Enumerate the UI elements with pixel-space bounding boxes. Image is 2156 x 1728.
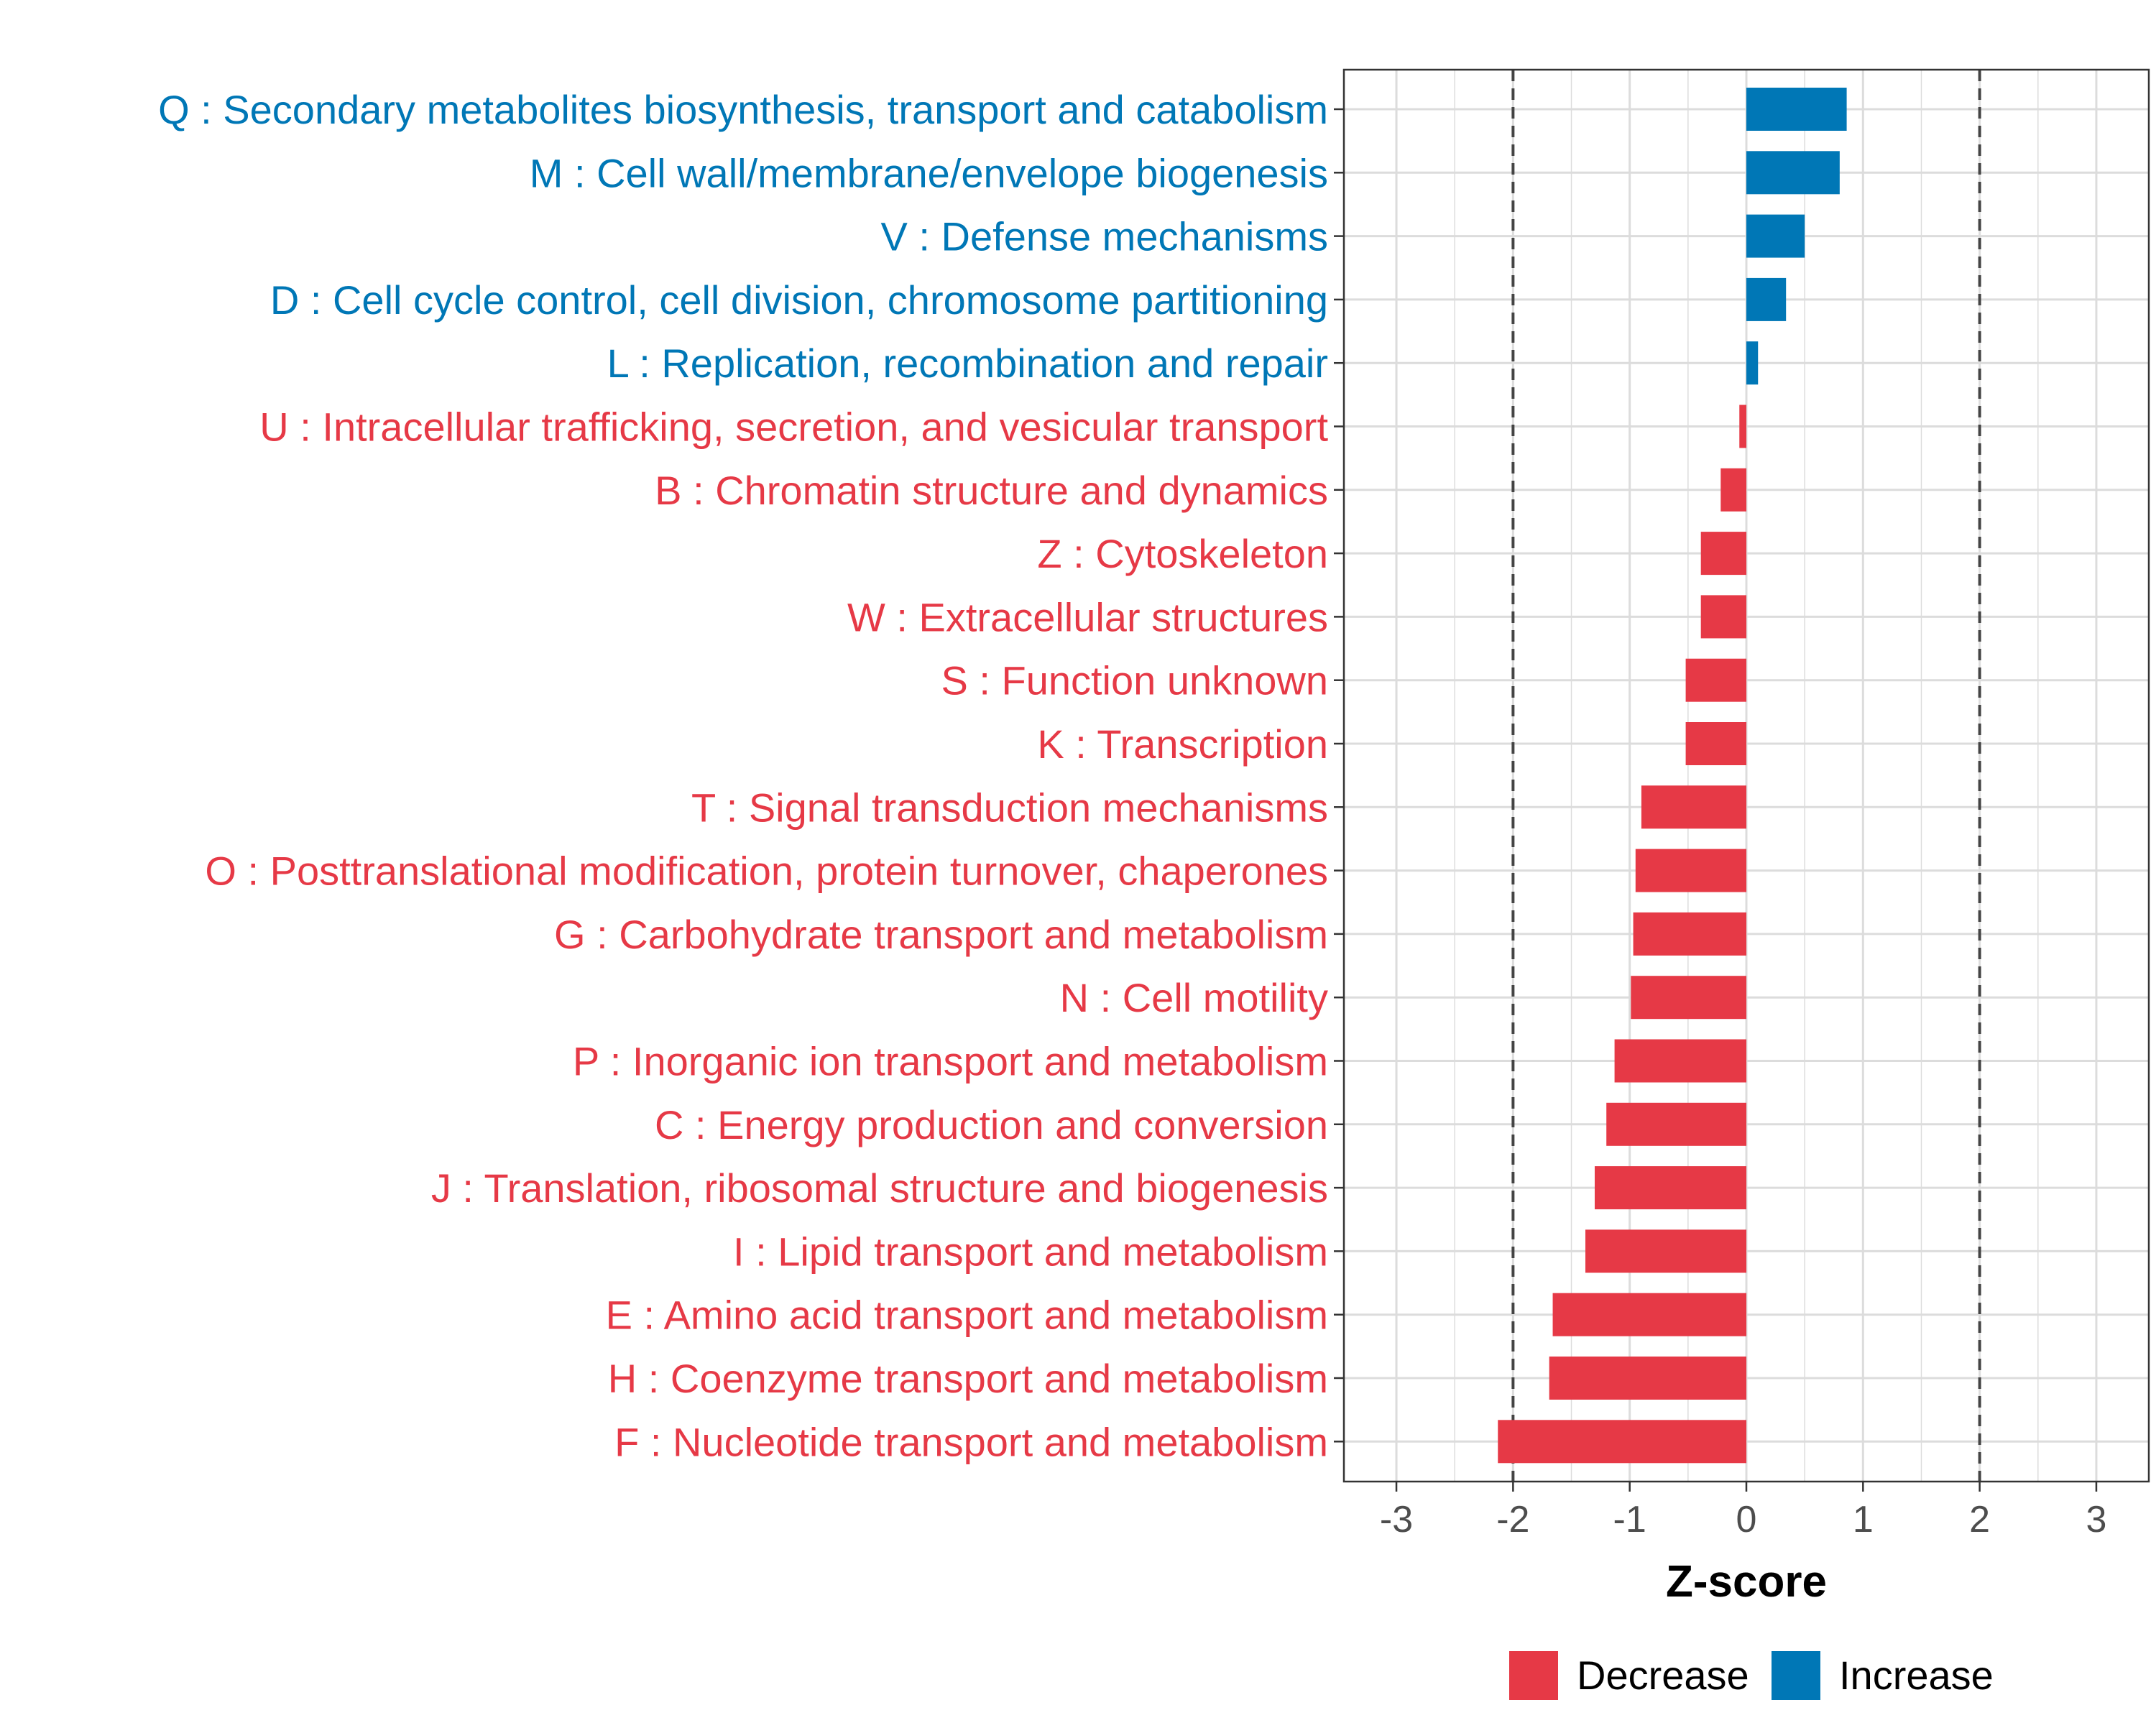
reference-lines xyxy=(1511,70,1981,1482)
category-label: Q : Secondary metabolites biosynthesis, … xyxy=(158,87,1328,132)
x-tick-label: -2 xyxy=(1496,1499,1529,1540)
bar xyxy=(1585,1229,1746,1273)
bar xyxy=(1746,277,1787,321)
bar xyxy=(1549,1357,1746,1400)
bar xyxy=(1739,405,1746,448)
bar xyxy=(1700,532,1746,576)
x-tick-label: 3 xyxy=(2086,1499,2106,1540)
bar xyxy=(1641,785,1746,829)
legend-item-increase: Increase xyxy=(1772,1651,1994,1700)
category-label: U : Intracellular trafficking, secretion… xyxy=(259,405,1328,450)
category-label: B : Chromatin structure and dynamics xyxy=(655,468,1328,513)
bar xyxy=(1700,595,1746,639)
category-label: C : Energy production and conversion xyxy=(655,1102,1328,1147)
bar xyxy=(1606,1102,1746,1146)
legend: Decrease Increase xyxy=(1509,1651,1994,1700)
bar xyxy=(1685,658,1746,702)
x-axis-ticks: -3 -2 -1 0 1 2 3 xyxy=(1380,1482,2106,1540)
bar xyxy=(1635,849,1746,892)
legend-label: Decrease xyxy=(1577,1653,1749,1698)
category-label: L : Replication, recombination and repai… xyxy=(607,341,1328,386)
x-tick-label: -1 xyxy=(1613,1499,1646,1540)
bar xyxy=(1498,1420,1746,1464)
category-label: W : Extracellular structures xyxy=(847,594,1328,639)
bar xyxy=(1614,1039,1746,1083)
category-labels: Q : Secondary metabolites biosynthesis, … xyxy=(158,87,1328,1464)
y-axis-ticks xyxy=(1334,108,1344,1443)
legend-item-decrease: Decrease xyxy=(1509,1651,1749,1700)
category-label: G : Carbohydrate transport and metabolis… xyxy=(554,912,1328,957)
bar xyxy=(1746,88,1847,131)
category-label: D : Cell cycle control, cell division, c… xyxy=(270,277,1328,323)
x-tick-label: 1 xyxy=(1853,1499,1874,1540)
category-label: I : Lipid transport and metabolism xyxy=(733,1229,1328,1274)
category-label: O : Posttranslational modification, prot… xyxy=(205,849,1328,894)
x-tick-label: -3 xyxy=(1380,1499,1413,1540)
category-label: Z : Cytoskeleton xyxy=(1037,531,1328,576)
category-label: S : Function unknown xyxy=(941,658,1328,703)
bar xyxy=(1746,214,1805,258)
category-label: H : Coenzyme transport and metabolism xyxy=(608,1356,1328,1401)
x-axis-title: Z-score xyxy=(1666,1557,1827,1607)
bar xyxy=(1633,912,1746,956)
category-label: M : Cell wall/membrane/envelope biogenes… xyxy=(530,150,1328,195)
category-label: V : Defense mechanisms xyxy=(881,214,1328,259)
legend-label: Increase xyxy=(1839,1653,1994,1698)
x-tick-label: 2 xyxy=(1969,1499,1990,1540)
category-label: E : Amino acid transport and metabolism xyxy=(606,1293,1328,1338)
legend-swatch xyxy=(1509,1651,1558,1700)
category-label: P : Inorganic ion transport and metaboli… xyxy=(573,1039,1328,1084)
bar xyxy=(1746,151,1840,195)
bar xyxy=(1720,468,1746,512)
bar xyxy=(1552,1293,1746,1336)
bar xyxy=(1631,976,1746,1020)
legend-swatch xyxy=(1772,1651,1820,1700)
bar xyxy=(1685,722,1746,765)
bars xyxy=(1498,88,1847,1464)
bar xyxy=(1746,341,1759,385)
category-label: T : Signal transduction mechanisms xyxy=(691,785,1328,830)
category-label: K : Transcription xyxy=(1037,721,1328,767)
category-label: J : Translation, ribosomal structure and… xyxy=(431,1165,1328,1211)
bar xyxy=(1594,1166,1746,1210)
x-tick-label: 0 xyxy=(1736,1499,1757,1540)
category-label: N : Cell motility xyxy=(1060,975,1328,1020)
category-label: F : Nucleotide transport and metabolism xyxy=(614,1419,1328,1464)
